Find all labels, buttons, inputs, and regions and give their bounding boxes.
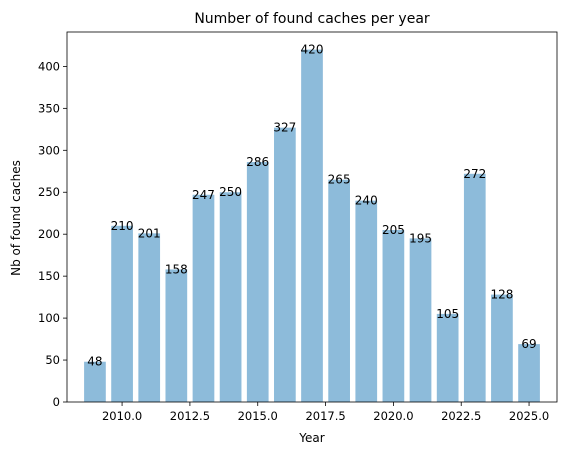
data-label-2013: 247 [192,188,215,202]
x-tick-label: 2015.0 [238,409,278,423]
plot-frame [66,31,558,403]
bar-2022 [436,313,459,402]
y-axis-ticks: 0 50 100 150 200 250 300 350 400 [38,59,67,409]
y-tick-label: 150 [38,269,60,283]
data-label-2017: 420 [301,43,324,57]
bar-2019 [355,200,378,402]
x-tick-label: 2025.0 [509,409,549,423]
data-label-2011: 201 [138,226,161,240]
x-axis-label: Year [298,431,324,445]
bar-2013 [192,194,215,402]
data-label-2018: 265 [328,173,351,187]
y-tick-label: 300 [38,143,60,157]
bar-2009 [84,361,106,402]
bar-2011 [138,233,161,402]
data-labels-group: 48 210 201 158 247 250 286 327 420 265 240 205 195 10… [87,43,536,369]
data-label-2012: 158 [165,262,188,276]
bar-2014 [219,192,242,402]
data-label-2019: 240 [355,194,378,208]
bar-2023 [463,173,486,402]
y-tick-label: 100 [38,311,60,325]
x-tick-label: 2020.0 [373,409,413,423]
y-tick-label: 350 [38,101,60,115]
bar-2025 [518,344,540,402]
data-label-2020: 205 [382,223,405,237]
bar-2015 [246,162,269,402]
data-label-2016: 327 [273,121,296,135]
bar-2024 [491,294,513,402]
data-label-2023: 272 [463,167,486,181]
data-label-2024: 128 [490,288,513,302]
bar-2016 [274,127,296,403]
bar-2021 [409,238,432,402]
x-axis-ticks: 2010.0 2012.5 2015.0 2017.5 2020.0 2022.5 2025… [102,402,549,423]
x-tick-label: 2022.5 [441,409,481,423]
data-label-2010: 210 [111,219,134,233]
chart-title: Number of found caches per year [194,11,430,27]
bar-2017 [301,49,323,402]
data-label-2025: 69 [521,337,536,351]
bar-2018 [328,179,350,402]
y-tick-label: 250 [38,185,60,199]
x-tick-label: 2012.5 [170,409,210,423]
x-tick-label: 2010.0 [102,409,142,423]
data-label-2021: 195 [409,231,432,245]
y-tick-label: 0 [53,395,60,409]
data-label-2022: 105 [436,307,459,321]
bars-group [84,49,540,403]
x-tick-label: 2017.5 [305,409,345,423]
bar-2020 [382,230,405,402]
data-label-2014: 250 [219,185,242,199]
bar-2012 [165,269,188,402]
data-label-2015: 286 [246,155,269,169]
bar-2010 [111,225,133,402]
y-tick-label: 400 [38,59,60,73]
y-axis-label: Nb of found caches [9,160,23,276]
data-label-2009: 48 [87,355,102,369]
y-tick-label: 200 [38,227,60,241]
y-tick-label: 50 [45,353,60,367]
